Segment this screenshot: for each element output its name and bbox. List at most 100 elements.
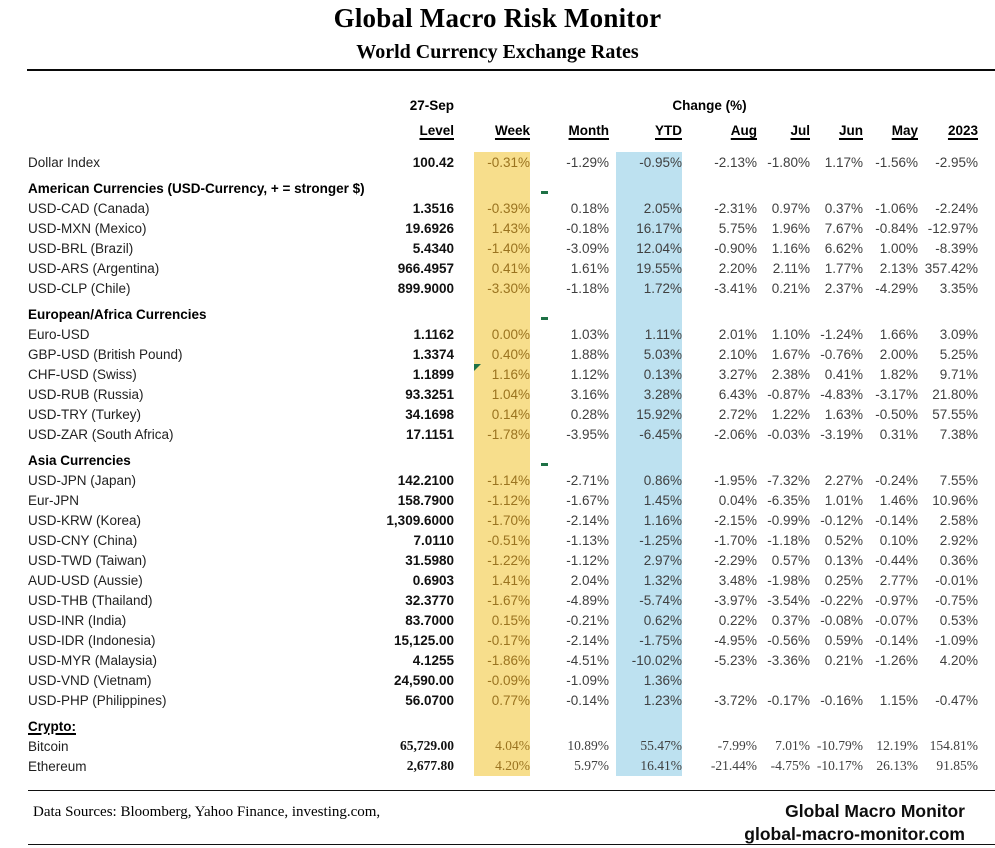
cell-week: -1.14% — [474, 470, 530, 490]
spacer-cell — [682, 530, 695, 550]
cell-month: -2.71% — [566, 472, 609, 488]
section-title: Asia Currencies — [28, 453, 131, 468]
cell-2023: -0.75% — [935, 592, 978, 608]
spacer-cell — [609, 756, 616, 776]
footer-divider — [28, 790, 995, 791]
cell-ytd: 0.86% — [616, 470, 682, 490]
col-header-level: Level — [419, 122, 454, 138]
green-dash-marker — [541, 317, 548, 320]
cell-jul: -6.35% — [767, 492, 810, 508]
spacer-cell — [530, 470, 539, 490]
green-dash-marker — [541, 463, 548, 466]
cell-label: GBP-USD (British Pound) — [28, 346, 183, 362]
cell-jul — [757, 670, 810, 690]
cell-aug: -0.90% — [714, 240, 757, 256]
cell-month: 1.61% — [570, 260, 609, 276]
change-pct-label: Change (%) — [672, 97, 747, 113]
spacer-cell — [530, 444, 539, 470]
cell-level: 15,125.00 — [393, 632, 454, 648]
spacer-cell — [682, 490, 695, 510]
cell-month: 0.18% — [570, 200, 609, 216]
cell-month: 1.03% — [570, 326, 609, 342]
cell-month: -1.13% — [566, 532, 609, 548]
cell-jul: -1.18% — [767, 532, 810, 548]
cell-jun: 1.17% — [824, 154, 863, 170]
column-header-row: Level Week Month YTD Aug Jul Jun May 202… — [28, 118, 978, 142]
table-row: USD-MXN (Mexico) 19.6926 1.43% -0.18% 16.17%… — [28, 218, 978, 238]
cell-ytd: 2.97% — [616, 550, 682, 570]
cell-jun: -0.08% — [820, 612, 863, 628]
col-header-jun: Jun — [838, 122, 863, 138]
cell-level: 93.3251 — [405, 386, 454, 402]
cell-week: 0.40% — [474, 344, 530, 364]
cell-aug: -2.06% — [714, 426, 757, 442]
spacer-cell — [454, 756, 474, 776]
cell-level: 5.4340 — [412, 240, 454, 256]
cell-aug: -21.44% — [710, 758, 757, 773]
spacer-cell — [682, 650, 695, 670]
cell-jun: 0.52% — [824, 532, 863, 548]
cell-week: -0.17% — [474, 630, 530, 650]
cell-ytd: -0.95% — [616, 152, 682, 172]
cell-jun: -0.22% — [820, 592, 863, 608]
cell-level: 0.6903 — [412, 572, 454, 588]
cell-may: -0.07% — [875, 612, 918, 628]
cell-month: -3.95% — [566, 426, 609, 442]
table-row: USD-TRY (Turkey) 34.1698 0.14% 0.28% 15.92% 2… — [28, 404, 978, 424]
cell-may: -0.97% — [875, 592, 918, 608]
title-divider — [27, 69, 995, 71]
cell-aug: 3.48% — [718, 572, 757, 588]
cell-ytd: 1.32% — [616, 570, 682, 590]
cell-jul: -3.54% — [767, 592, 810, 608]
cell-jul: 1.96% — [771, 220, 810, 236]
spacer-cell — [454, 550, 474, 570]
spacer-cell — [682, 278, 695, 298]
cell-month-band — [539, 298, 609, 324]
spacer-cell — [682, 324, 695, 344]
cell-aug: 2.01% — [718, 326, 757, 342]
table-body: Dollar Index 100.42 -0.31% -1.29% -0.95% -2.1… — [28, 152, 978, 776]
spacer-cell — [609, 530, 616, 550]
spacer-cell — [530, 756, 539, 776]
cell-label: USD-CLP (Chile) — [28, 280, 131, 296]
spacer-cell — [454, 238, 474, 258]
spacer-cell — [454, 736, 474, 756]
cell-jun: 6.62% — [824, 240, 863, 256]
cell-level: 1.3374 — [412, 346, 454, 362]
cell-month: 0.28% — [570, 406, 609, 422]
spacer-cell — [682, 344, 695, 364]
cell-label: USD-CNY (China) — [28, 532, 138, 548]
table-row: USD-MYR (Malaysia) 4.1255 -1.86% -4.51% -10.… — [28, 650, 978, 670]
cell-2023: 3.09% — [939, 326, 978, 342]
cell-ytd: -6.45% — [616, 424, 682, 444]
spacer-cell — [530, 736, 539, 756]
cell-month: -2.14% — [566, 512, 609, 528]
cell-jun: -10.17% — [816, 758, 863, 773]
cell-week: -1.22% — [474, 550, 530, 570]
spacer-cell — [454, 530, 474, 550]
cell-level: 24,590.00 — [393, 672, 454, 688]
spacer-cell — [682, 444, 978, 470]
spacer-cell — [609, 710, 616, 736]
cell-month-band — [539, 710, 609, 736]
cell-month: -1.12% — [566, 552, 609, 568]
data-sources-note: Data Sources: Bloomberg, Yahoo Finance, … — [33, 804, 381, 820]
spacer-cell — [530, 710, 539, 736]
spacer-cell — [609, 384, 616, 404]
cell-2023: 7.38% — [939, 426, 978, 442]
spacer-cell — [682, 570, 695, 590]
cell-may: -0.14% — [875, 632, 918, 648]
spacer-cell — [682, 364, 695, 384]
cell-week: -3.30% — [474, 278, 530, 298]
cell-2023: 21.80% — [932, 386, 978, 402]
cell-2023: 10.96% — [932, 492, 978, 508]
cell-jul: 0.21% — [771, 280, 810, 296]
cell-ytd: 16.41% — [616, 756, 682, 776]
spacer-cell — [530, 490, 539, 510]
spacer-cell — [454, 118, 474, 142]
spacer-cell — [454, 404, 474, 424]
spacer-cell — [454, 258, 474, 278]
cell-label: USD-TRY (Turkey) — [28, 406, 142, 422]
spacer-cell — [609, 510, 616, 530]
section-header-row: Crypto: — [28, 710, 978, 736]
